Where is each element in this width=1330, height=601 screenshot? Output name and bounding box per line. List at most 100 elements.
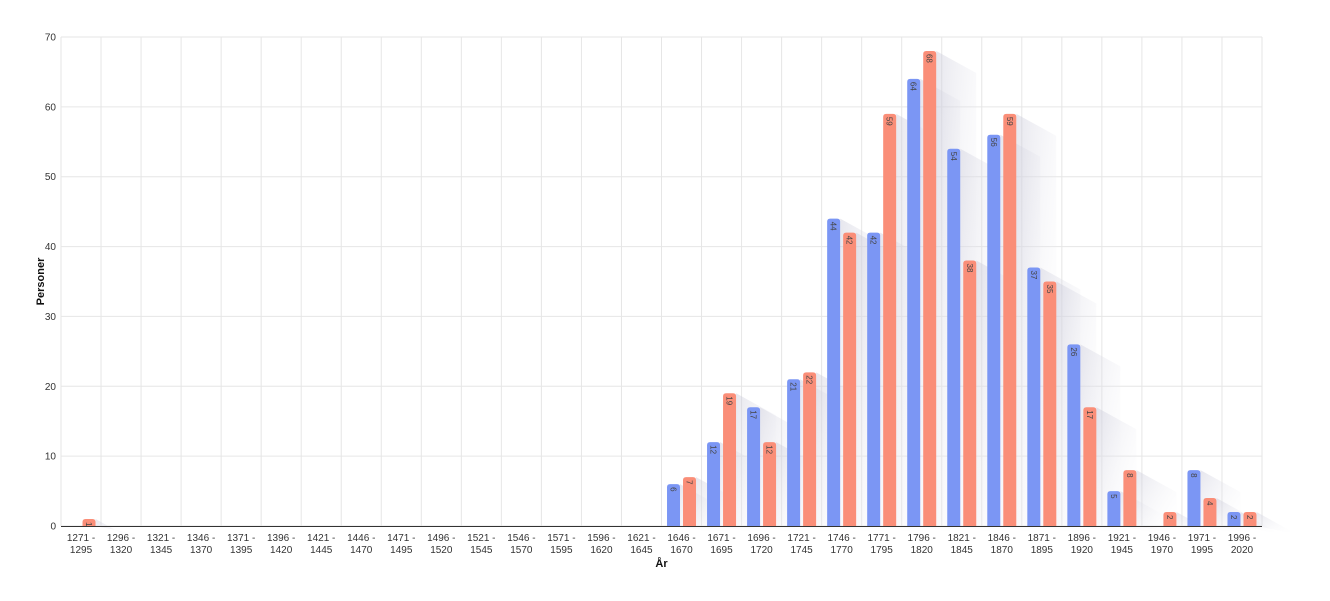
y-tick-label: 30: [45, 312, 57, 323]
bar: [947, 148, 961, 526]
y-tick-label: 10: [45, 452, 57, 463]
data-label: 7: [685, 480, 694, 485]
x-tick-label: 1696 -1720: [747, 533, 775, 556]
bar: [1187, 470, 1201, 526]
x-tick-label: 1621 -1645: [627, 533, 655, 556]
data-label: 12: [765, 445, 774, 454]
bar: [963, 260, 977, 526]
bar: [923, 50, 937, 526]
bar: [803, 372, 817, 526]
x-tick-label: 1546 -1570: [507, 533, 535, 556]
data-label: 64: [909, 82, 918, 91]
y-tick-labels: 0 10 20 30 40 50 60 70: [45, 33, 57, 533]
bar: [1163, 512, 1177, 526]
data-label: 8: [1125, 473, 1134, 478]
bars: [82, 50, 1257, 527]
data-label: 44: [829, 222, 838, 231]
x-tick-label: 1646 -1670: [667, 533, 695, 556]
bar: [1043, 281, 1057, 526]
x-axis-title: År: [655, 557, 668, 570]
bar: [707, 442, 721, 526]
data-label: 12: [709, 445, 718, 454]
x-tick-label: 1846 -1870: [988, 533, 1016, 556]
y-tick-label: 70: [45, 33, 57, 44]
data-label: 6: [669, 487, 678, 492]
data-label: 22: [805, 375, 814, 384]
data-label: 35: [1045, 285, 1054, 294]
x-tick-label: 1996 -2020: [1228, 533, 1256, 556]
data-label: 2: [1165, 515, 1174, 520]
data-label: 56: [989, 138, 998, 147]
x-tick-label: 1571 -1595: [547, 533, 575, 556]
x-tick-label: 1446 -1470: [347, 533, 375, 556]
x-tick-label: 1721 -1745: [787, 533, 815, 556]
bar: [843, 232, 857, 526]
x-tick-label: 1596 -1620: [587, 533, 615, 556]
y-tick-label: 20: [45, 382, 57, 393]
x-tick-label: 1396 -1420: [267, 533, 295, 556]
bar-shadow: [1256, 512, 1297, 535]
x-tick-label: 1971 -1995: [1188, 533, 1216, 556]
bar: [1243, 512, 1257, 526]
data-label: 21: [789, 382, 798, 391]
x-tick-label: 1321 -1345: [147, 533, 175, 556]
bar: [667, 484, 681, 526]
x-tick-label: 1421 -1445: [307, 533, 335, 556]
x-tick-label: 1796 -1820: [908, 533, 936, 556]
bar-shadow: [95, 519, 136, 542]
bar: [723, 393, 737, 526]
y-axis-title: Personer: [35, 257, 47, 305]
data-label: 26: [1069, 347, 1078, 356]
data-label: 17: [749, 410, 758, 419]
bar: [1227, 512, 1241, 526]
data-label: 5: [1109, 494, 1118, 499]
bar: [1107, 491, 1121, 526]
data-label: 4: [1205, 501, 1214, 506]
data-label: 2: [1245, 515, 1254, 520]
bar: [1083, 407, 1097, 526]
bar: [827, 218, 841, 526]
bar: [1027, 267, 1041, 526]
data-labels: 6121721444264545637265821719122242596838…: [84, 54, 1254, 527]
data-label: 19: [725, 396, 734, 405]
data-label: 68: [925, 54, 934, 63]
bar: [1003, 113, 1017, 526]
grid-lines: [60, 36, 1263, 527]
bar: [763, 442, 777, 526]
data-label: 42: [869, 236, 878, 245]
bar: [867, 232, 881, 526]
bar: [987, 134, 1001, 527]
x-tick-label: 1471 -1495: [387, 533, 415, 556]
x-tick-label: 1946 -1970: [1148, 533, 1176, 556]
y-tick-label: 50: [45, 172, 57, 183]
data-label: 17: [1085, 410, 1094, 419]
data-label: 59: [1005, 117, 1014, 126]
data-label: 8: [1189, 473, 1198, 478]
x-tick-label: 1671 -1695: [707, 533, 735, 556]
data-label: 38: [965, 264, 974, 273]
bar: [787, 379, 801, 526]
bar: [82, 519, 96, 526]
x-tick-label: 1771 -1795: [868, 533, 896, 556]
x-tick-label: 1821 -1845: [948, 533, 976, 556]
bar-shadows: [95, 50, 1297, 542]
bar: [883, 113, 897, 526]
bar: [683, 477, 697, 526]
data-label: 37: [1029, 271, 1038, 280]
y-tick-label: 40: [45, 242, 57, 253]
data-label: 42: [845, 236, 854, 245]
bar: [907, 78, 921, 527]
x-tick-label: 1896 -1920: [1068, 533, 1096, 556]
x-tick-label: 1746 -1770: [827, 533, 855, 556]
bar: [1067, 344, 1081, 526]
bar: [1123, 470, 1137, 526]
data-label: 54: [949, 152, 958, 161]
y-tick-label: 60: [45, 102, 57, 113]
x-tick-label: 1521 -1545: [467, 533, 495, 556]
data-label: 59: [885, 117, 894, 126]
x-tick-label: 1296 -1320: [107, 533, 135, 556]
y-tick-label: 0: [50, 522, 56, 533]
x-tick-label: 1496 -1520: [427, 533, 455, 556]
data-label: 2: [1229, 515, 1238, 520]
